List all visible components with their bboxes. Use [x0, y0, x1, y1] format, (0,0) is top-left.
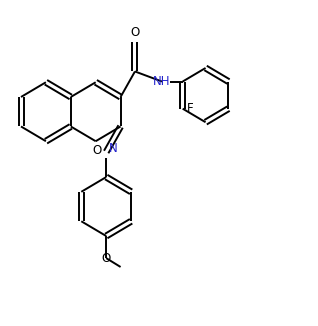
Text: NH: NH	[153, 75, 171, 88]
Text: O: O	[130, 26, 140, 39]
Text: O: O	[93, 144, 102, 157]
Text: N: N	[109, 142, 118, 155]
Text: O: O	[101, 252, 111, 265]
Text: F: F	[186, 102, 193, 115]
